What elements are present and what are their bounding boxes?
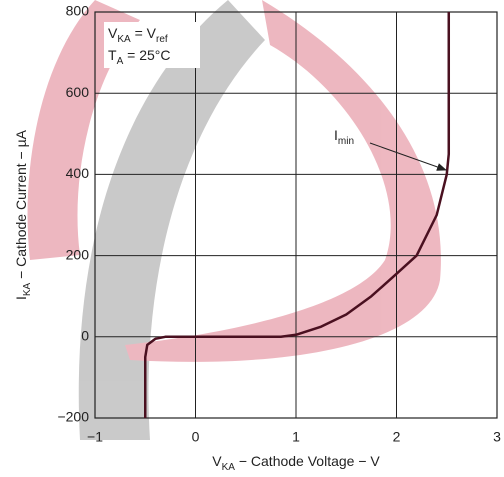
y-axis-title: IKA − Cathode Current − µA: [13, 129, 33, 300]
pointer-arrow: [369, 142, 447, 171]
subscript: min: [338, 136, 354, 147]
x-tick-label: 2: [393, 429, 401, 445]
text-part: V: [108, 25, 118, 41]
y-tick-label: 200: [66, 246, 90, 262]
text-part: − Cathode Voltage − V: [235, 453, 380, 469]
y-tick-label: −200: [57, 409, 89, 425]
watermark-shape: [78, 0, 265, 440]
x-tick-label: −1: [87, 429, 103, 445]
x-axis-title: VKA − Cathode Voltage − V: [212, 453, 380, 472]
subscript: KA: [22, 282, 33, 296]
text-part: T: [108, 47, 117, 63]
watermark-shape: [27, 0, 140, 260]
x-tick-label: 1: [292, 429, 300, 445]
x-tick-label: 0: [192, 429, 200, 445]
annotation-box: [104, 22, 200, 68]
text-part: = V: [131, 25, 157, 41]
text-part: I: [334, 127, 338, 143]
watermark: [27, 0, 441, 440]
plot: [144, 12, 451, 418]
subscript: ref: [156, 34, 168, 45]
y-tick-label: 600: [66, 84, 90, 100]
watermark-shape: [125, 0, 441, 362]
data-line: [144, 12, 451, 418]
annotation: VKA = Vref: [108, 25, 168, 45]
y-tick-label: 0: [81, 328, 89, 344]
subscript: KA: [222, 462, 236, 472]
annotation: TA = 25°C: [108, 47, 170, 67]
text-part: = 25°C: [123, 47, 170, 63]
y-tick-label: 800: [66, 3, 90, 19]
text-part: I: [13, 296, 29, 300]
plot-frame: [94, 11, 498, 419]
subscript: A: [117, 56, 124, 67]
text-part: V: [212, 453, 222, 469]
pointer-label: Imin: [334, 127, 354, 147]
y-tick-label: 400: [66, 165, 90, 181]
text-part: − Cathode Current − µA: [13, 129, 29, 282]
subscript: KA: [117, 34, 131, 45]
x-tick-label: 3: [493, 429, 501, 445]
